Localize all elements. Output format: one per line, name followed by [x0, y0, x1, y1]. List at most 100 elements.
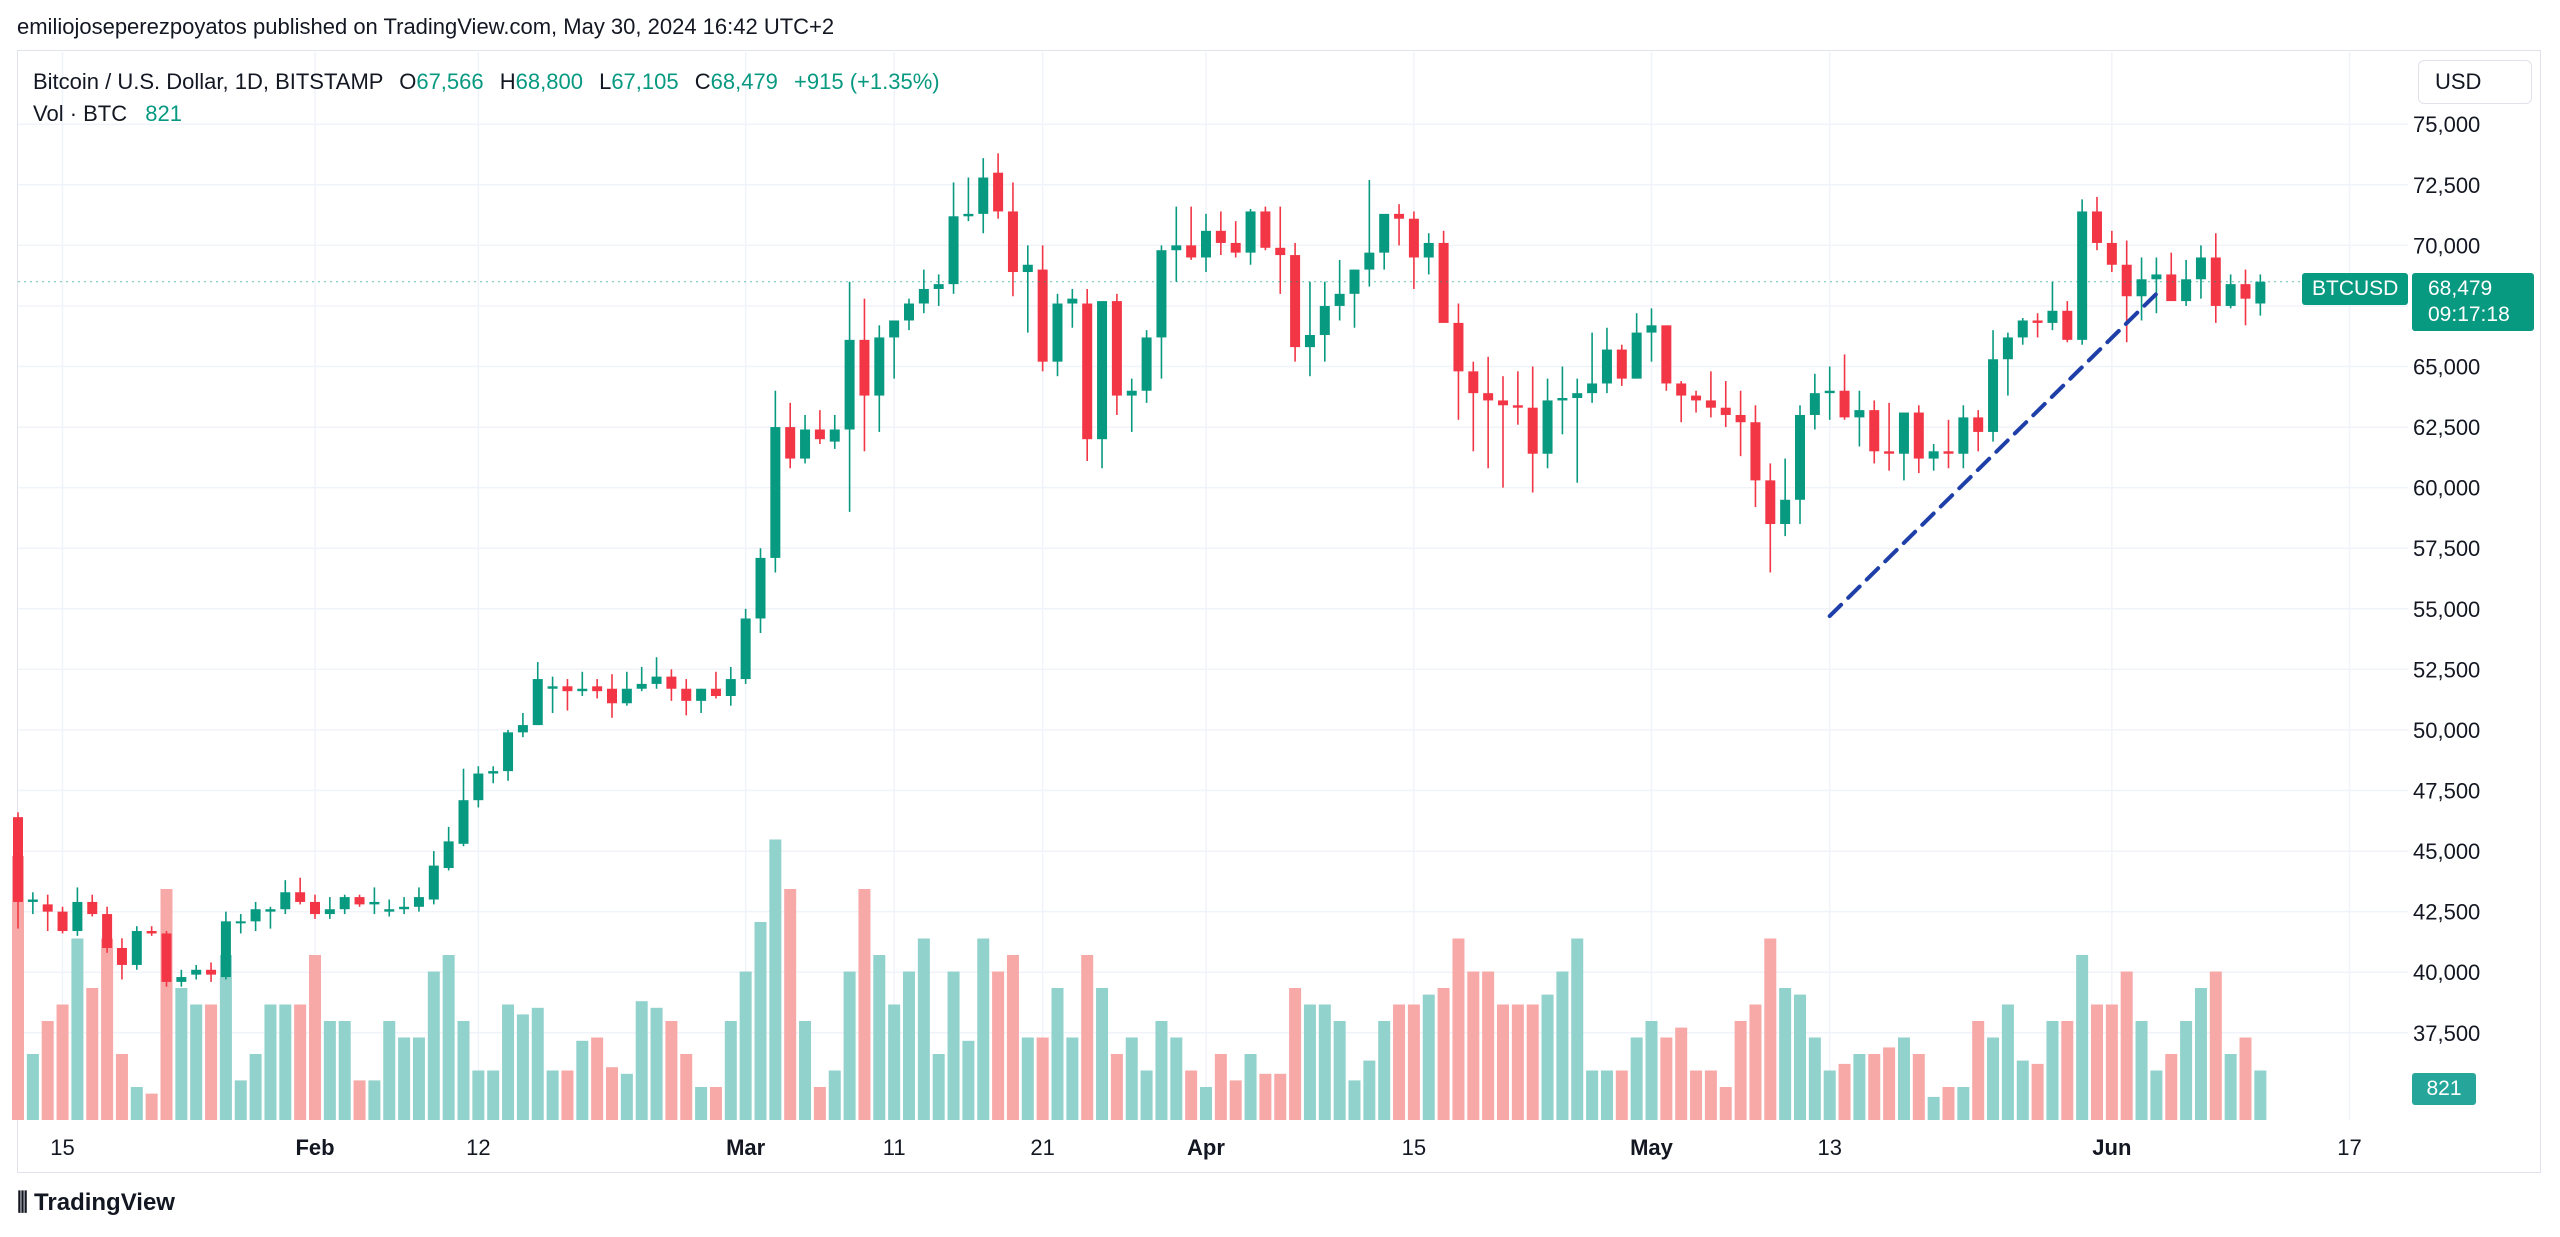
candle-body	[1542, 400, 1553, 454]
candle-body	[577, 688, 588, 692]
volume-bar	[1125, 1037, 1138, 1120]
volume-axis-label: 821	[2412, 1073, 2476, 1105]
volume-bar	[353, 1080, 366, 1120]
volume-bar	[665, 1021, 678, 1120]
price-axis[interactable]: 37,500 40,000 42,500 45,000 47,500 50,000 52,5…	[2413, 112, 2480, 1046]
volume-bar	[1615, 1070, 1628, 1120]
volume-bar	[1541, 994, 1554, 1120]
volume-bar	[1957, 1087, 1970, 1120]
candle-body	[1052, 303, 1063, 362]
time-tick-label: 17	[2337, 1135, 2361, 1160]
tradingview-logo[interactable]: ⫼ TradingView	[17, 1189, 175, 1217]
time-tick-label: 15	[50, 1135, 74, 1160]
candle-body	[770, 427, 781, 558]
volume-bar	[1749, 1004, 1762, 1120]
candle-body	[488, 771, 499, 774]
candle-body	[1082, 303, 1093, 440]
candle-body	[87, 901, 98, 915]
chart-frame[interactable]	[17, 50, 2541, 1173]
candle-body	[993, 172, 1004, 212]
volume-bar	[1140, 1070, 1153, 1120]
currency-selector[interactable]: USD	[2418, 60, 2532, 104]
volume-bar	[1244, 1054, 1257, 1120]
candle-body	[2225, 284, 2236, 306]
price-tick-label: 70,000	[2413, 233, 2480, 258]
candle-body	[369, 901, 380, 905]
candle-body	[310, 901, 320, 915]
volume-bar	[2254, 1070, 2267, 1120]
volume-bar	[205, 1004, 218, 1120]
candle-body	[666, 676, 677, 689]
candle-body	[889, 320, 900, 338]
volume-bar	[739, 971, 752, 1120]
volume-bar	[1006, 955, 1019, 1120]
symbol-title[interactable]: Bitcoin / U.S. Dollar, 1D, BITSTAMP	[33, 69, 384, 94]
volume-bar	[962, 1040, 975, 1120]
volume-bar	[784, 889, 797, 1120]
volume-bar	[828, 1070, 841, 1120]
volume-bar	[115, 1054, 128, 1120]
volume-bar	[2031, 1063, 2044, 1120]
volume-bar	[888, 1004, 901, 1120]
candle-body	[1601, 349, 1612, 384]
candle-body	[1928, 451, 1939, 459]
price-tick-label: 45,000	[2413, 839, 2480, 864]
candle-body	[2017, 320, 2028, 338]
legend-row-volume: Vol · BTC 821	[33, 98, 940, 130]
volume-bar	[1719, 1087, 1732, 1120]
volume-bar	[724, 1021, 737, 1120]
volume-bar	[264, 1004, 277, 1120]
volume-bar	[175, 988, 188, 1120]
candle-body	[725, 679, 736, 697]
candle-body	[1527, 407, 1538, 454]
time-axis[interactable]: 15 Feb 12 Mar 11 21 Apr 15 May 13 Jun 17	[50, 1135, 2361, 1160]
candle-body	[740, 618, 751, 680]
candle-body	[829, 429, 840, 442]
candle-body	[1201, 230, 1211, 258]
candle-body	[428, 865, 439, 900]
volume-bar	[620, 1073, 633, 1120]
trendline-layer[interactable]	[18, 281, 2408, 619]
candle-body	[1215, 230, 1226, 243]
candle-body	[517, 725, 528, 733]
volume-bar	[1066, 1037, 1079, 1120]
volume-bar	[442, 955, 455, 1120]
volume-bar	[1838, 1063, 1851, 1120]
volume-bar	[1526, 1004, 1539, 1120]
candle-body	[1765, 480, 1776, 524]
volume-bar	[1289, 988, 1302, 1120]
volume-bar	[2061, 1021, 2074, 1120]
volume-bar	[576, 1040, 589, 1120]
candles	[13, 153, 2266, 987]
candle-body	[413, 897, 424, 907]
volume-bar	[1214, 1054, 1227, 1120]
volume-bar	[1229, 1080, 1242, 1120]
volume-bar	[338, 1021, 351, 1120]
volume-bar	[843, 971, 856, 1120]
volume-bar	[1110, 1054, 1123, 1120]
chart-legend: Bitcoin / U.S. Dollar, 1D, BITSTAMP O67,…	[33, 66, 940, 130]
volume-value: 821	[145, 101, 182, 126]
candle-body	[1691, 395, 1702, 401]
grid	[18, 52, 2408, 1120]
candle-body	[1587, 383, 1598, 394]
volume-bar	[680, 1054, 693, 1120]
price-chart[interactable]: 37,500 40,000 42,500 45,000 47,500 50,000 52,5…	[0, 0, 2560, 1180]
volume-bar	[813, 1087, 826, 1120]
volume-bar	[2150, 1070, 2163, 1120]
candle-body	[399, 906, 410, 910]
symbol-price-label: BTCUSD	[2302, 273, 2409, 305]
volume-bar	[487, 1070, 500, 1120]
candle-body	[458, 800, 469, 844]
volume-bar	[992, 971, 1005, 1120]
volume-bar	[769, 839, 782, 1120]
candle-body	[1304, 335, 1315, 348]
volume-bar	[1511, 1004, 1524, 1120]
volume-bar	[531, 1007, 544, 1120]
volume-bar	[799, 1021, 812, 1120]
volume-bar	[606, 1067, 618, 1120]
price-tick-label: 65,000	[2413, 355, 2480, 380]
volume-bar	[323, 1021, 336, 1120]
candle-body	[696, 688, 707, 701]
volume-title[interactable]: Vol · BTC	[33, 101, 128, 126]
